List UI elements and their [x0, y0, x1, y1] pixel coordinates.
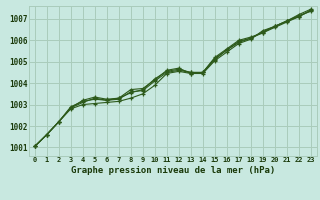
X-axis label: Graphe pression niveau de la mer (hPa): Graphe pression niveau de la mer (hPa): [71, 166, 275, 175]
